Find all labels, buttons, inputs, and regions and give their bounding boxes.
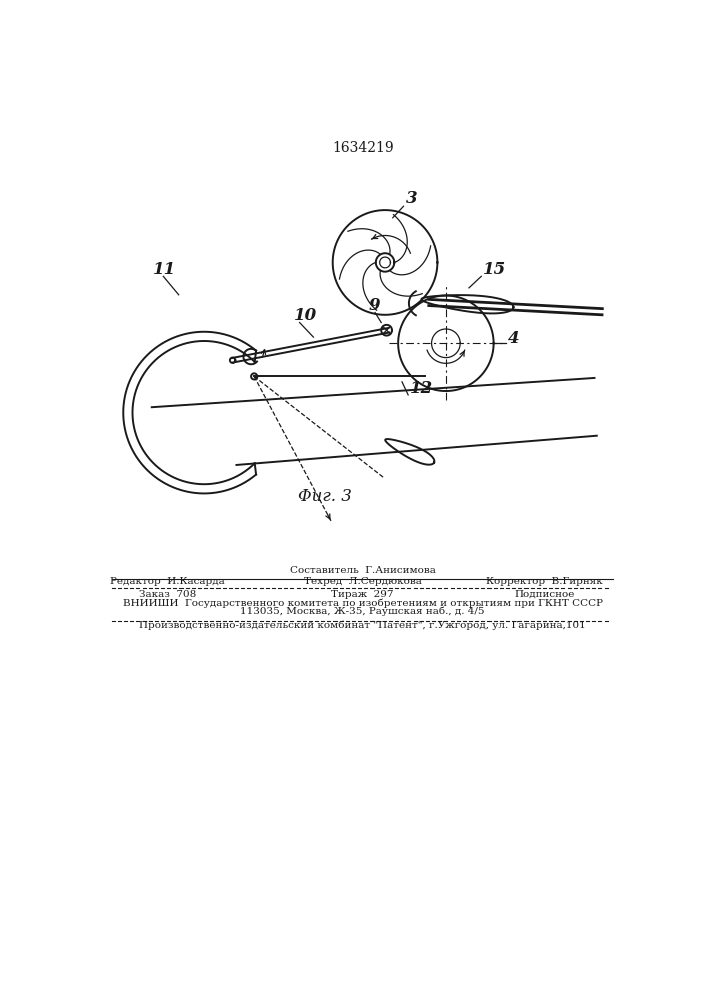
Text: Техред  Л.Сердюкова: Техред Л.Сердюкова [304,577,421,586]
Text: 113035, Москва, Ж-35, Раушская наб., д. 4/5: 113035, Москва, Ж-35, Раушская наб., д. … [240,607,485,616]
Text: Производственно-издательский комбинат "Патент", г.Ужгород, ул. Гагарина,101: Производственно-издательский комбинат "П… [139,621,586,630]
Text: 15: 15 [483,261,506,278]
Text: Φиг. 3: Φиг. 3 [298,488,352,505]
Text: Составитель  Г.Анисимова: Составитель Г.Анисимова [290,566,436,575]
Text: 3: 3 [406,190,417,207]
Text: 12: 12 [409,380,433,397]
Text: 4: 4 [508,330,519,347]
Text: 9: 9 [369,297,380,314]
Text: 11: 11 [153,261,177,278]
Text: Корректор  В.Гирняк: Корректор В.Гирняк [486,577,603,586]
Text: Подписное: Подписное [514,590,575,599]
Text: Тираж  297: Тираж 297 [332,590,394,599]
Text: ВНИИШИ  Государственного комитета по изобретениям и открытиям при ГКНТ СССР: ВНИИШИ Государственного комитета по изоб… [123,598,603,608]
Text: 10: 10 [294,307,317,324]
Text: Заказ  708: Заказ 708 [139,590,196,599]
Text: 1634219: 1634219 [332,141,394,155]
Text: Редактор  И.Касарда: Редактор И.Касарда [110,577,225,586]
